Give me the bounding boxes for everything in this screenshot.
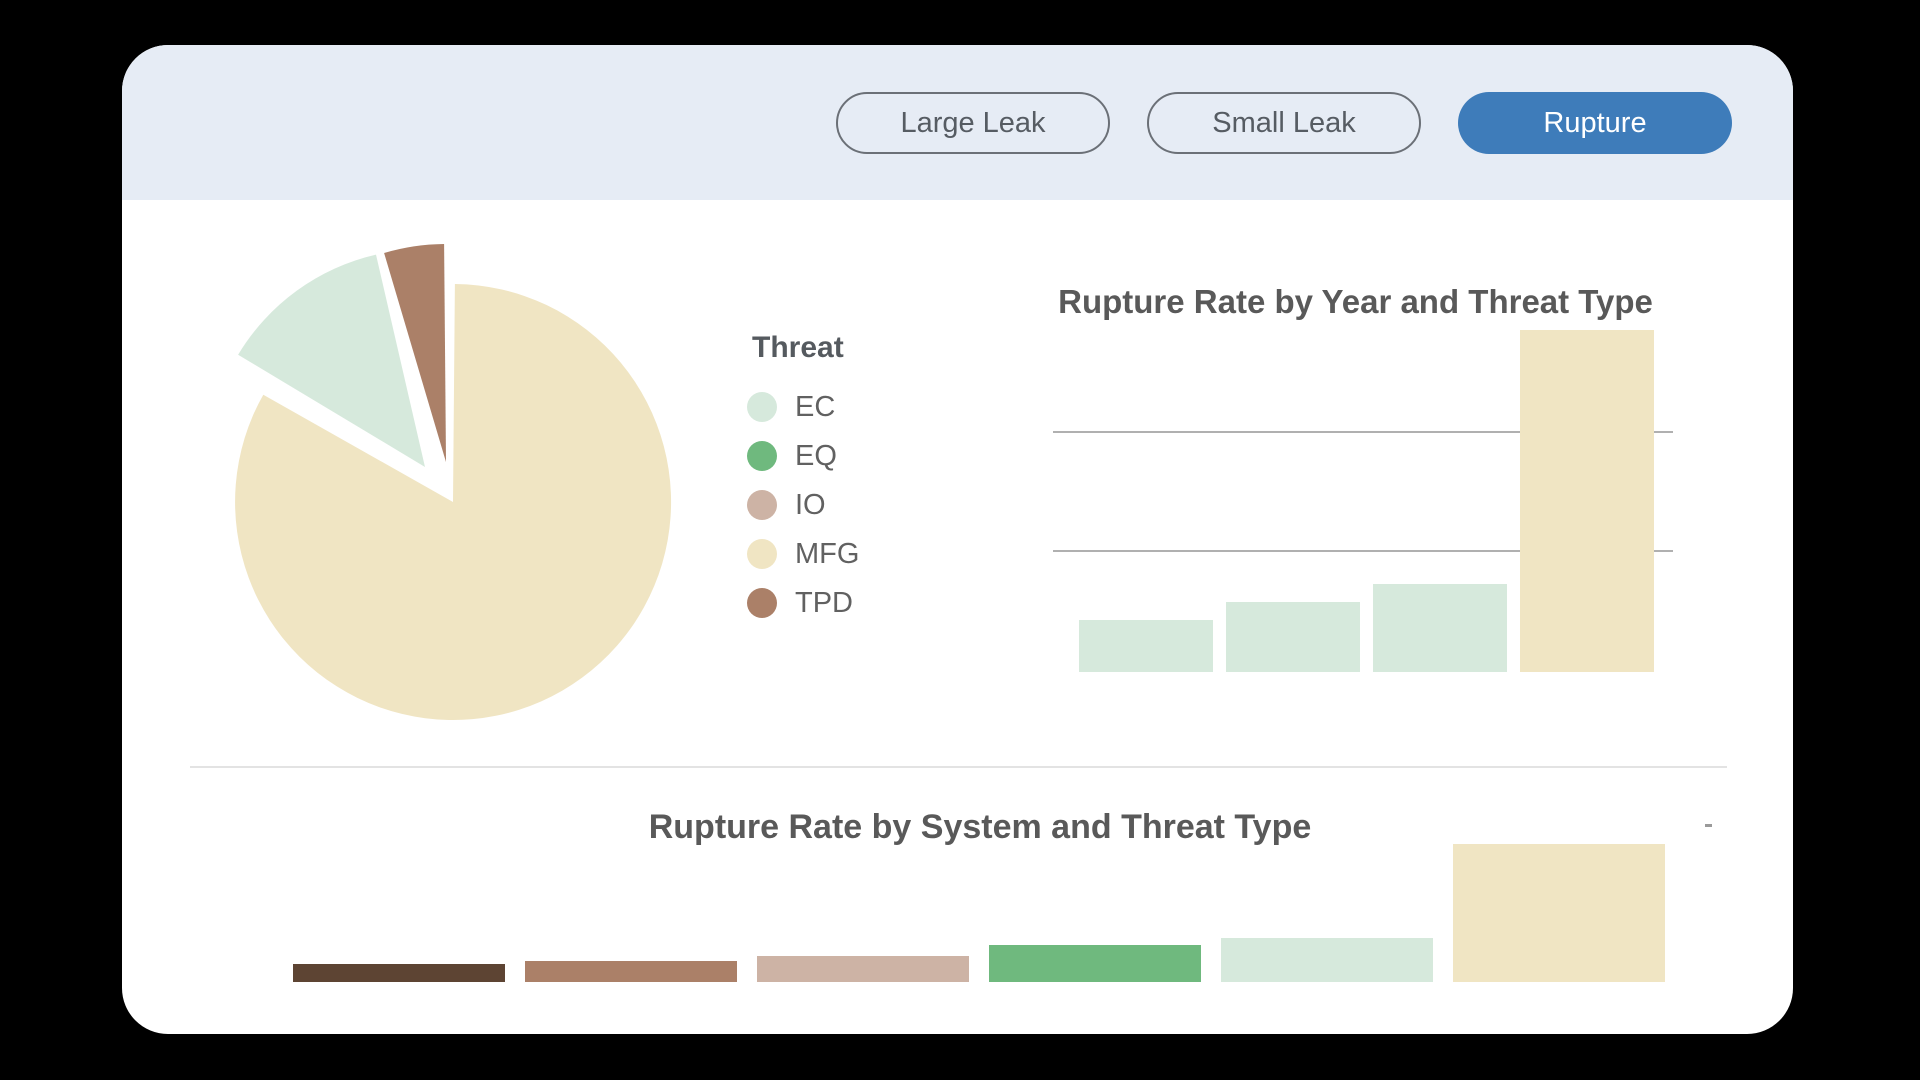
gridline <box>1053 550 1673 552</box>
pie-slice-ec <box>238 254 425 467</box>
legend-item-io: IO <box>747 488 859 521</box>
tab-large-leak[interactable]: Large Leak <box>836 92 1110 154</box>
bars-row <box>1053 295 1699 672</box>
legend-label-tpd: TPD <box>795 586 853 619</box>
threat-legend: Threat EC EQ IO MFG <box>747 331 860 619</box>
tab-rupture[interactable]: Rupture <box>1458 92 1732 154</box>
bar-3-ec <box>1373 584 1507 672</box>
legend-item-tpd: TPD <box>747 586 859 619</box>
tiny-tick-mark <box>1705 824 1712 827</box>
threat-pie-chart <box>235 244 672 720</box>
header-bar: Large Leak Small Leak Rupture <box>122 45 1793 200</box>
pie-slice-mfg <box>235 284 672 720</box>
tab-small-leak[interactable]: Small Leak <box>1147 92 1421 154</box>
bar-5-ec <box>1221 938 1433 982</box>
year-chart-title: Rupture Rate by Year and Threat Type <box>1058 283 1653 320</box>
bar-2-ec <box>1226 602 1360 672</box>
legend-swatch-ec <box>747 392 777 422</box>
bar-4-eq <box>989 945 1201 982</box>
legend-item-eq: EQ <box>747 439 859 472</box>
bar-1-ec <box>1079 620 1213 672</box>
system-bar-chart <box>293 832 1667 982</box>
bar-6-mfg <box>1453 844 1665 982</box>
section-divider <box>190 766 1727 768</box>
legend-title: Threat <box>752 331 844 364</box>
year-bar-chart <box>1053 295 1673 672</box>
pie-slice-tpd <box>384 244 446 462</box>
dashboard-card: Large Leak Small Leak Rupture Threat EC … <box>122 45 1793 1034</box>
legend-label-mfg: MFG <box>795 537 860 570</box>
legend-swatch-tpd <box>747 588 777 618</box>
bars-row <box>293 832 1667 982</box>
bar-3-io <box>757 956 969 982</box>
leak-type-tabs: Large Leak Small Leak Rupture <box>836 92 1732 154</box>
legend-swatch-io <box>747 490 777 520</box>
legend-label-eq: EQ <box>795 439 837 472</box>
legend-swatch-mfg <box>747 539 777 569</box>
legend-label-ec: EC <box>795 390 836 423</box>
legend-items: EC EQ IO MFG TPD <box>747 390 860 619</box>
gridline <box>1053 431 1673 433</box>
system-chart-title: Rupture Rate by System and Threat Type <box>648 808 1312 846</box>
legend-item-ec: EC <box>747 390 859 423</box>
legend-swatch-eq <box>747 441 777 471</box>
legend-item-mfg: MFG <box>747 537 860 570</box>
bar-2-tpd <box>525 961 737 982</box>
bar-1-dark_brown <box>293 964 505 982</box>
bar-4-mfg <box>1520 330 1654 672</box>
legend-label-io: IO <box>795 488 826 521</box>
